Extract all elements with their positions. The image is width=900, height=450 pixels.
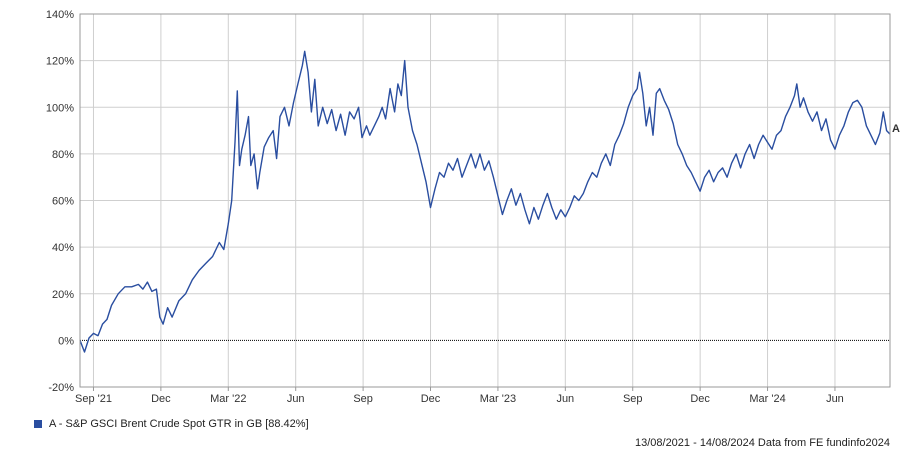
y-tick-label: 120% [46, 56, 74, 68]
y-tick-label: 80% [52, 149, 74, 161]
legend-swatch [34, 420, 42, 428]
legend-label: A - S&P GSCI Brent Crude Spot GTR in GB … [49, 418, 309, 430]
grid-lines [80, 13, 890, 388]
y-tick-label: 40% [52, 242, 74, 254]
x-tick-label: Dec [421, 393, 441, 405]
x-tick-label: Mar '24 [749, 393, 785, 405]
x-tick-label: Mar '22 [210, 393, 246, 405]
plot-area-border [79, 13, 891, 388]
x-tick-label: Jun [826, 393, 844, 405]
series-end-marker-label: A [892, 123, 900, 135]
x-tick-label: Sep '21 [75, 393, 112, 405]
y-tick-label: 140% [46, 9, 74, 21]
x-tick-label: Sep [623, 393, 643, 405]
x-tick-label: Mar '23 [480, 393, 516, 405]
x-tick-label: Dec [690, 393, 710, 405]
y-axis-ticks: -20% 0% 20% 40% 60% 80% 100% 120% 140% [46, 9, 74, 394]
y-tick-label: 100% [46, 102, 74, 114]
y-tick-label: -20% [48, 382, 74, 394]
y-tick-label: 60% [52, 196, 74, 208]
footer-date-range-source: 13/08/2021 - 14/08/2024 Data from FE fun… [634, 437, 890, 449]
series-line [79, 50, 891, 353]
x-tick-label: Dec [151, 393, 171, 405]
legend: A - S&P GSCI Brent Crude Spot GTR in GB … [34, 418, 309, 430]
x-tick-label: Jun [287, 393, 305, 405]
y-tick-label: 20% [52, 289, 74, 301]
x-axis-ticks: Sep '21 Dec Mar '22 Jun Sep Dec Mar '23 Jun Sep D… [75, 387, 844, 405]
x-tick-label: Jun [556, 393, 574, 405]
x-tick-label: Sep [353, 393, 373, 405]
y-tick-label: 0% [58, 335, 74, 347]
